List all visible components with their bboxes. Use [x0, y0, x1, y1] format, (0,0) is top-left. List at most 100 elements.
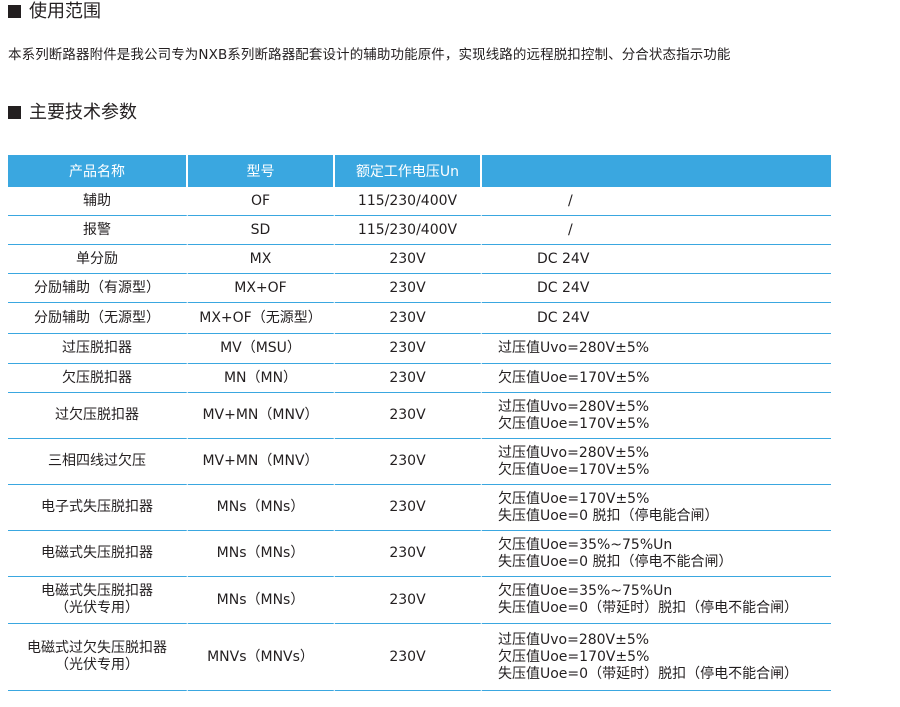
product-name: 欠压脱扣器	[62, 369, 132, 386]
voltage-cell: 230V	[335, 393, 482, 439]
product-name-cell: 分励辅助（无源型）	[8, 303, 188, 334]
header-product-name: 产品名称	[8, 155, 188, 187]
table-header-row: 产品名称 型号 额定工作电压Un	[8, 155, 831, 187]
table-row: 电子式失压脱扣器 MNs（MNs） 230V 欠压值Uoe=170V±5% 失压值…	[8, 485, 831, 531]
product-name-cell: 电磁式过欠失压脱扣器 （光伏专用）	[8, 624, 188, 691]
spec-line: 欠压值Uoe=170V±5%	[498, 490, 650, 507]
table-row: 单分励 MX 230V DC 24V	[8, 245, 831, 274]
model-cell: MX+OF	[188, 274, 335, 303]
product-name-cell: 过欠压脱扣器	[8, 393, 188, 439]
square-bullet-icon	[8, 106, 21, 119]
parameters-table: 产品名称 型号 额定工作电压Un 辅助 OF 115/230/400V / 报警…	[8, 155, 831, 691]
product-name: 过欠压脱扣器	[55, 407, 139, 423]
product-name-cell: 电磁式失压脱扣器 （光伏专用）	[8, 577, 188, 624]
spec-cell: DC 24V	[482, 274, 831, 303]
spec-cell: DC 24V	[482, 303, 831, 334]
spec-line: DC 24V	[537, 250, 590, 267]
voltage-cell: 230V	[335, 624, 482, 691]
spec-cell: 过压值Uvo=280V±5%	[482, 334, 831, 364]
model-cell: MV（MSU）	[188, 334, 335, 364]
table-row: 分励辅助（有源型） MX+OF 230V DC 24V	[8, 274, 831, 303]
product-name: （光伏专用）	[55, 657, 139, 673]
spec-cell: /	[482, 187, 831, 216]
spec-line: 失压值Uoe=0（带延时）脱扣（停电不能合闸）	[498, 665, 799, 682]
product-name-cell: 过压脱扣器	[8, 334, 188, 364]
spec-line: 失压值Uoe=0 脱扣（停电能合闸）	[498, 507, 719, 524]
product-name: 过压脱扣器	[62, 340, 132, 356]
spec-line: /	[568, 221, 573, 238]
voltage-cell: 230V	[335, 577, 482, 624]
spec-line: 欠压值Uoe=35%~75%Un	[498, 583, 673, 599]
header-spec	[482, 155, 831, 187]
spec-line: 失压值Uoe=0（带延时）脱扣（停电不能合闸）	[498, 600, 799, 616]
square-bullet-icon	[8, 5, 21, 18]
table-row: 电磁式过欠失压脱扣器 （光伏专用） MNVs（MNVs） 230V 过压值Uvo=…	[8, 624, 831, 691]
table-row: 过欠压脱扣器 MV+MN（MNV） 230V 过压值Uvo=280V±5% 欠压值…	[8, 393, 831, 439]
usage-section-title: 使用范围	[8, 0, 101, 24]
table-row: 报警 SD 115/230/400V /	[8, 216, 831, 245]
voltage-cell: 230V	[335, 303, 482, 334]
table-row: 欠压脱扣器 MN（MN） 230V 欠压值Uoe=170V±5%	[8, 364, 831, 393]
spec-cell: /	[482, 216, 831, 245]
spec-cell: 过压值Uvo=280V±5% 欠压值Uoe=170V±5% 失压值Uoe=0（带延时…	[482, 624, 831, 691]
spec-line: 过压值Uvo=280V±5%	[498, 340, 650, 356]
model-cell: MNs（MNs）	[188, 577, 335, 624]
table-row: 电磁式失压脱扣器 MNs（MNs） 230V 欠压值Uoe=35%~75%Un 失…	[8, 531, 831, 577]
header-model: 型号	[188, 155, 335, 187]
spec-cell: 欠压值Uoe=35%~75%Un 失压值Uoe=0 脱扣（停电不能合闸）	[482, 531, 831, 577]
spec-line: 过压值Uvo=280V±5%	[498, 444, 650, 461]
product-name-cell: 报警	[8, 216, 188, 245]
model-cell: MX+OF（无源型）	[188, 303, 335, 334]
spec-cell: 欠压值Uoe=35%~75%Un 失压值Uoe=0（带延时）脱扣（停电不能合闸）	[482, 577, 831, 624]
spec-line: /	[568, 192, 573, 209]
product-name-cell: 电子式失压脱扣器	[8, 485, 188, 531]
voltage-cell: 230V	[335, 485, 482, 531]
params-title-text: 主要技术参数	[29, 102, 137, 123]
product-name-cell: 欠压脱扣器	[8, 364, 188, 393]
voltage-cell: 230V	[335, 531, 482, 577]
spec-cell: 欠压值Uoe=170V±5%	[482, 364, 831, 393]
table-row: 过压脱扣器 MV（MSU） 230V 过压值Uvo=280V±5%	[8, 334, 831, 364]
spec-line: DC 24V	[537, 309, 590, 326]
voltage-cell: 115/230/400V	[335, 216, 482, 245]
voltage-cell: 230V	[335, 334, 482, 364]
table-row: 三相四线过欠压 MV+MN（MNV） 230V 过压值Uvo=280V±5% 欠压…	[8, 439, 831, 485]
spec-line: 欠压值Uoe=170V±5%	[498, 461, 650, 478]
product-name: 辅助	[83, 192, 111, 209]
usage-title-text: 使用范围	[29, 1, 101, 22]
product-name: 单分励	[76, 250, 118, 267]
spec-line: 欠压值Uoe=170V±5%	[498, 415, 650, 432]
spec-cell: DC 24V	[482, 245, 831, 274]
voltage-cell: 115/230/400V	[335, 187, 482, 216]
table-row: 辅助 OF 115/230/400V /	[8, 187, 831, 216]
product-name: 电磁式过欠失压脱扣器	[27, 640, 167, 656]
spec-cell: 过压值Uvo=280V±5% 欠压值Uoe=170V±5%	[482, 393, 831, 439]
spec-line: DC 24V	[537, 279, 590, 296]
product-name: 三相四线过欠压	[48, 453, 146, 469]
spec-line: 过压值Uvo=280V±5%	[498, 631, 650, 648]
model-cell: MV+MN（MNV）	[188, 393, 335, 439]
product-name-cell: 单分励	[8, 245, 188, 274]
spec-cell: 欠压值Uoe=170V±5% 失压值Uoe=0 脱扣（停电能合闸）	[482, 485, 831, 531]
header-rated-voltage: 额定工作电压Un	[335, 155, 482, 187]
model-cell: MNVs（MNVs）	[188, 624, 335, 691]
product-name: 报警	[83, 221, 111, 238]
product-name-cell: 电磁式失压脱扣器	[8, 531, 188, 577]
product-name: 分励辅助（无源型）	[34, 309, 160, 326]
product-name-cell: 辅助	[8, 187, 188, 216]
product-name-cell: 分励辅助（有源型）	[8, 274, 188, 303]
voltage-cell: 230V	[335, 439, 482, 485]
product-name: 电子式失压脱扣器	[41, 499, 153, 515]
model-cell: MNs（MNs）	[188, 531, 335, 577]
product-name: 电磁式失压脱扣器	[41, 583, 153, 599]
model-cell: MNs（MNs）	[188, 485, 335, 531]
spec-line: 失压值Uoe=0 脱扣（停电不能合闸）	[498, 553, 733, 570]
product-name: 分励辅助（有源型）	[34, 279, 160, 296]
voltage-cell: 230V	[335, 245, 482, 274]
voltage-cell: 230V	[335, 274, 482, 303]
model-cell: MV+MN（MNV）	[188, 439, 335, 485]
model-cell: MN（MN）	[188, 364, 335, 393]
spec-line: 欠压值Uoe=170V±5%	[498, 648, 650, 665]
model-cell: MX	[188, 245, 335, 274]
spec-line: 过压值Uvo=280V±5%	[498, 398, 650, 415]
